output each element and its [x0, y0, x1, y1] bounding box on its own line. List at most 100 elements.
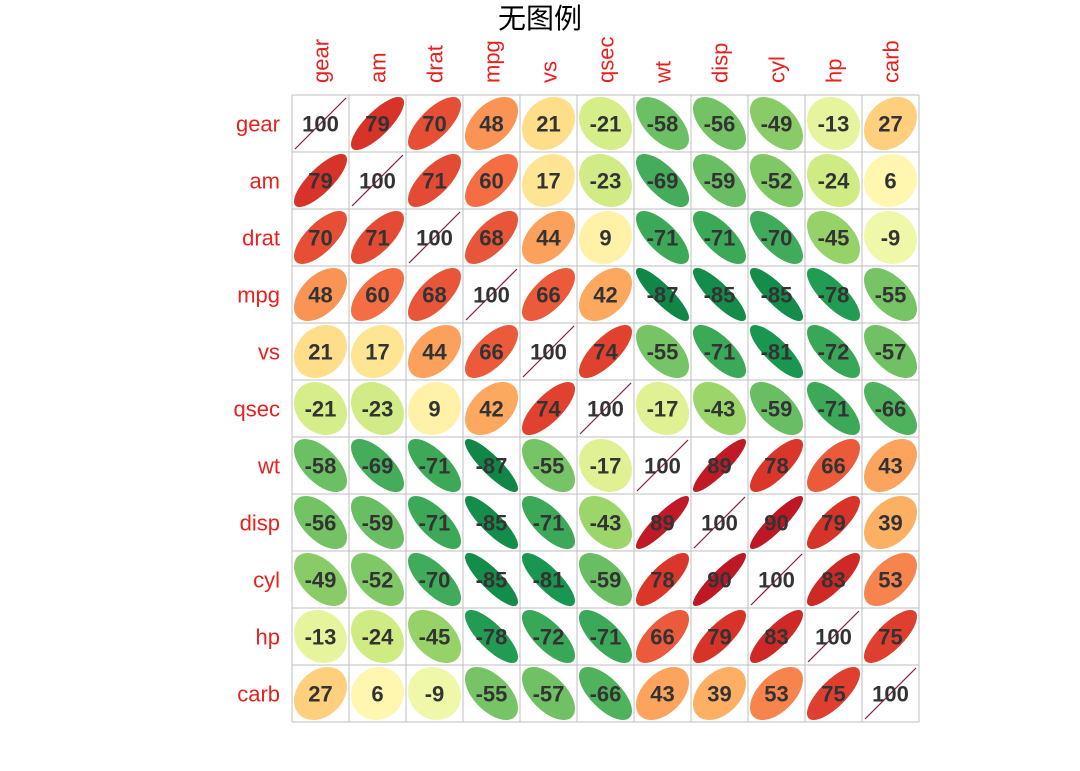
matrix-cell: -49: [750, 97, 803, 150]
correlation-ellipse: [806, 267, 861, 322]
correlation-ellipse: [749, 609, 804, 664]
cell-value-label: 60: [479, 169, 503, 194]
diagonal-mark: [294, 97, 347, 150]
matrix-cell: -87: [635, 267, 690, 322]
matrix-cell: 90: [692, 552, 747, 607]
correlation-ellipse: [522, 439, 575, 492]
correlation-ellipse: [294, 439, 347, 492]
cell-value-label: -56: [704, 112, 736, 137]
cell-value-label: -9: [425, 682, 445, 707]
correlation-ellipse: [407, 267, 462, 322]
cell-value-label: 66: [536, 283, 560, 308]
cell-value-label: 79: [365, 112, 389, 137]
matrix-cell: -85: [693, 268, 746, 321]
correlation-ellipse: [579, 154, 632, 207]
correlation-ellipse: [692, 96, 747, 151]
correlation-ellipse: [351, 382, 404, 435]
matrix-cell: -66: [864, 382, 917, 435]
matrix-cell: 78: [749, 438, 804, 493]
matrix-cell: 83: [749, 609, 804, 664]
matrix-cell: -24: [807, 154, 860, 207]
cell-value-label: 83: [764, 625, 788, 650]
correlation-ellipse: [408, 97, 461, 150]
cell-value-label: -17: [590, 454, 622, 479]
matrix-cell: -56: [293, 495, 348, 550]
cell-value-label: 70: [308, 226, 332, 251]
matrix-cell: -70: [750, 211, 803, 264]
correlation-ellipse: [636, 610, 689, 663]
labels-layer: gear gear am am drat drat mpg mpg vs vs qsec qsec wt…: [234, 37, 904, 707]
matrix-cell: -71: [636, 211, 689, 264]
matrix-cell: -13: [293, 609, 348, 664]
cell-value-label: 100: [815, 625, 852, 650]
correlation-ellipse: [464, 96, 519, 151]
correlation-ellipse: [522, 268, 575, 321]
correlation-ellipse: [863, 438, 918, 493]
correlation-ellipse: [806, 552, 861, 607]
matrix-cell: 6: [351, 667, 404, 720]
correlation-ellipse: [351, 610, 404, 663]
correlation-ellipse: [807, 439, 860, 492]
correlation-ellipse: [465, 154, 518, 207]
column-label: cyl: [765, 56, 790, 83]
cell-value-label: -49: [761, 112, 793, 137]
correlation-ellipse: [864, 268, 917, 321]
cell-value-label: 83: [821, 568, 845, 593]
matrix-cell: -55: [522, 439, 575, 492]
matrix-cell: 70: [294, 211, 347, 264]
diagonal-mark: [693, 496, 746, 549]
matrix-cell: -71: [408, 496, 461, 549]
matrix-cell: -21: [294, 382, 347, 435]
cell-value-label: 6: [884, 169, 896, 194]
correlation-ellipse: [635, 267, 690, 322]
correlation-ellipse: [807, 382, 860, 435]
correlation-ellipse: [408, 496, 461, 549]
cell-value-label: -23: [362, 397, 394, 422]
matrix-cell: -55: [864, 268, 917, 321]
cells-layer: 100 79 70 48 21 -21 -58 -56 -49 -13 27 79 100 71 60 17 -…: [293, 96, 918, 721]
correlation-ellipse: [465, 667, 518, 720]
column-label: am: [366, 52, 391, 83]
matrix-cell: -71: [408, 439, 461, 492]
cell-value-label: -70: [761, 226, 793, 251]
cell-value-label: 100: [359, 169, 396, 194]
matrix-cell: 9: [407, 381, 462, 436]
correlation-ellipse: [408, 610, 461, 663]
matrix-cell: 74: [578, 324, 633, 379]
column-label: wt: [651, 61, 676, 84]
cell-value-label: -81: [761, 340, 793, 365]
matrix-cell: -59: [749, 381, 804, 436]
cell-value-label: -9: [881, 226, 901, 251]
correlation-ellipse: [579, 610, 632, 663]
cell-value-label: 100: [530, 340, 567, 365]
correlation-ellipse: [749, 495, 804, 550]
cell-value-label: -45: [818, 226, 850, 251]
matrix-cell: -9: [407, 666, 462, 721]
correlation-ellipse: [522, 154, 575, 207]
cell-value-label: -85: [761, 283, 793, 308]
matrix-cell: -59: [578, 552, 633, 607]
matrix-cell: -81: [750, 325, 803, 378]
matrix-cell: 44: [522, 211, 575, 264]
matrix-cell: -13: [806, 96, 861, 151]
cell-value-label: 74: [593, 340, 618, 365]
cell-value-label: 90: [764, 511, 788, 536]
cell-value-label: -87: [476, 454, 508, 479]
matrix-cell: -78: [806, 267, 861, 322]
matrix-cell: 78: [635, 552, 690, 607]
cell-value-label: 48: [308, 283, 332, 308]
correlation-ellipse: [351, 268, 404, 321]
matrix-cell: 100: [807, 610, 860, 663]
cell-value-label: -59: [761, 397, 793, 422]
column-label: carb: [879, 40, 904, 83]
cell-value-label: 53: [878, 568, 902, 593]
matrix-cell: 100: [408, 211, 461, 264]
cell-value-label: -81: [533, 568, 565, 593]
cell-value-label: 90: [707, 568, 731, 593]
matrix-cell: -72: [807, 325, 860, 378]
matrix-cell: -69: [351, 439, 404, 492]
cell-value-label: 70: [422, 112, 446, 137]
cell-value-label: 100: [416, 226, 453, 251]
correlation-ellipse: [350, 495, 405, 550]
correlation-ellipse: [636, 154, 689, 207]
